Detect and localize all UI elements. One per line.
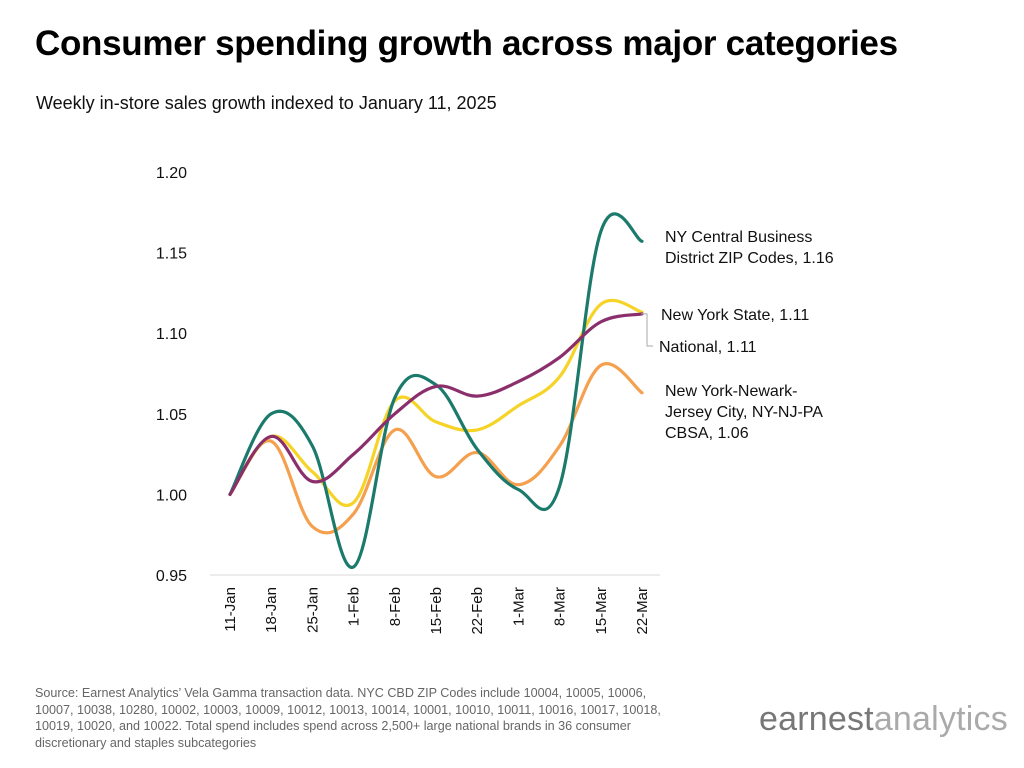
x-tick-label: 25-Jan [304,587,321,633]
x-tick-label: 8-Feb [387,587,404,626]
page-subtitle: Weekly in-store sales growth indexed to … [36,93,497,113]
source-note: Source: Earnest Analytics’ Vela Gamma tr… [35,686,661,750]
series-label: CBSA, 1.06 [665,425,749,442]
series-labels: NY Central Business District ZIP Codes, 1… [641,229,834,442]
page-title: Consumer spending growth across major ca… [35,24,898,63]
series-label: District ZIP Codes, 1.16 [665,250,834,267]
x-tick-label: 11-Jan [222,587,239,632]
x-tick-label: 18-Jan [263,587,280,633]
earnest-analytics-logo: earnestanalytics [759,700,1008,739]
series-line [228,212,644,569]
y-tick-label: 0.95 [156,568,187,585]
y-axis-ticks: 1.20 1.15 1.10 1.05 1.00 0.95 [156,165,187,585]
x-tick-label: 22-Feb [469,587,486,635]
series-label: New York-Newark- [665,383,797,400]
logo-word-earnest: earnest [759,700,874,738]
series-line [228,298,644,507]
series-line [228,312,644,496]
series-lines [228,212,644,569]
y-tick-label: 1.00 [156,487,187,504]
series-label: NY Central Business [665,229,812,246]
y-tick-label: 1.20 [156,165,187,182]
line-chart: 1.20 1.15 1.10 1.05 1.00 0.95 11-Jan 18-Jan 25-… [156,165,834,635]
y-tick-label: 1.10 [156,326,187,343]
x-tick-label: 15-Feb [428,587,445,635]
series-label: Jersey City, NY-NJ-PA [665,404,823,421]
x-axis-ticks: 11-Jan 18-Jan 25-Jan 1-Feb 8-Feb 15-Feb 22-Feb… [222,587,651,635]
x-tick-label: 8-Mar [552,587,569,626]
series-label: New York State, 1.11 [661,307,809,324]
y-tick-label: 1.15 [156,246,187,263]
x-tick-label: 22-Mar [634,587,651,635]
logo-word-analytics: analytics [873,700,1008,738]
series-label: National, 1.11 [659,339,757,356]
x-tick-label: 1-Mar [510,587,527,626]
x-tick-label: 15-Mar [593,587,610,635]
y-tick-label: 1.05 [156,407,187,424]
national-leader-line [641,313,653,347]
x-tick-label: 1-Feb [346,587,363,626]
